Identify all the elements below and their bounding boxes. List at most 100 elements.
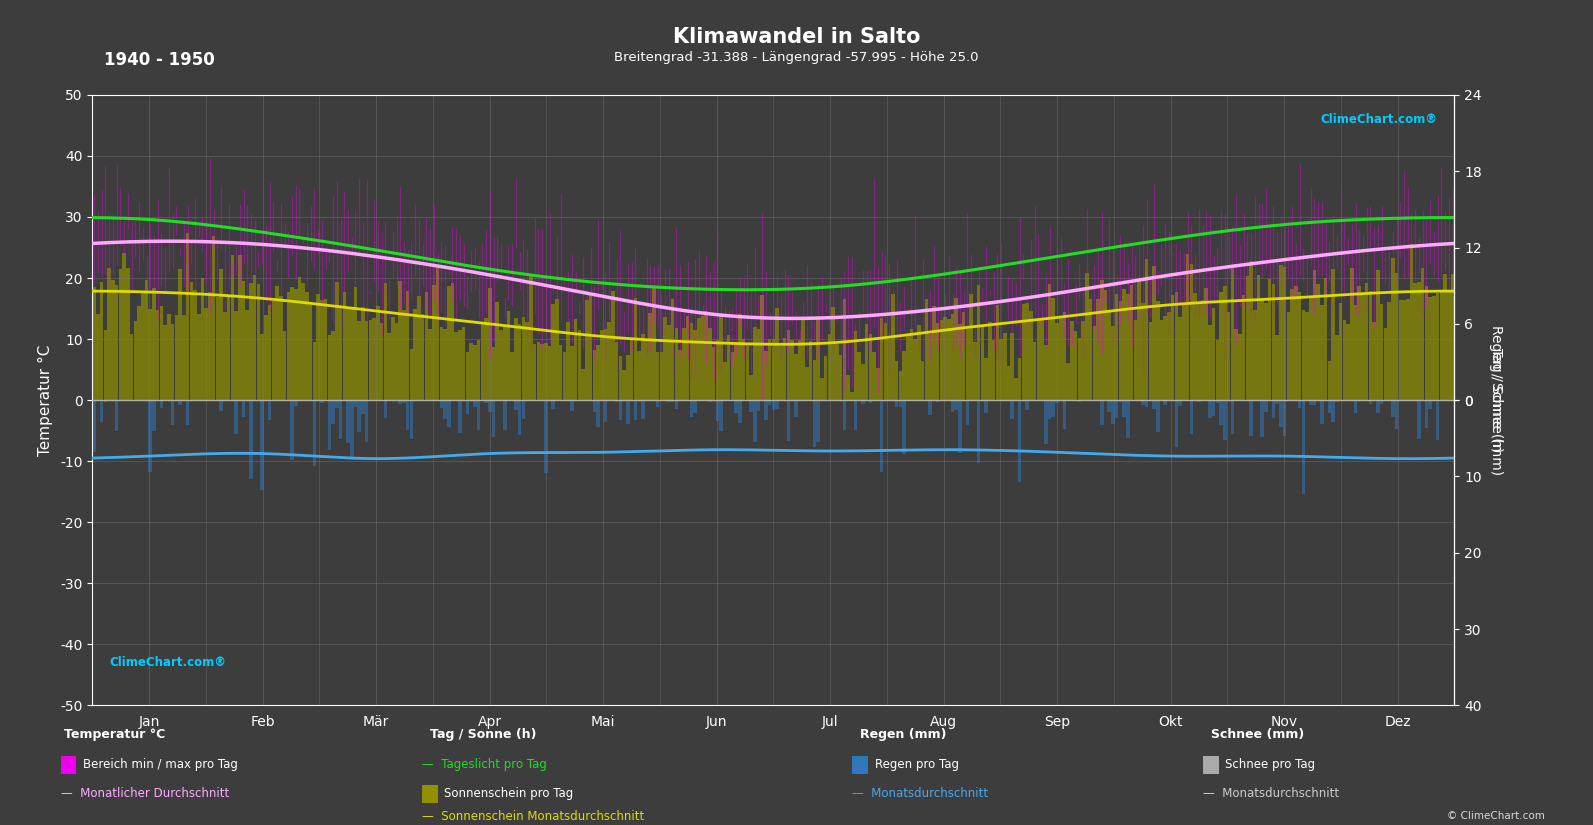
Bar [1112,326,1115,400]
Text: 1940 - 1950: 1940 - 1950 [104,51,215,69]
Bar [593,350,596,400]
Bar [264,315,268,400]
Bar [790,340,793,400]
Bar [1223,286,1227,400]
Bar [1018,358,1021,400]
Bar [145,280,148,400]
Bar [175,315,178,400]
Text: Breitengrad -31.388 - Längengrad -57.995 - Höhe 25.0: Breitengrad -31.388 - Längengrad -57.995… [615,51,978,64]
Bar [977,400,980,464]
Bar [1268,279,1271,400]
Bar [401,400,406,403]
Bar [895,400,898,407]
Bar [1451,275,1454,400]
Bar [959,323,962,400]
Text: Bereich min / max pro Tag: Bereich min / max pro Tag [83,758,237,771]
Bar [1380,304,1383,400]
Bar [350,400,354,458]
Bar [362,400,365,414]
Bar [167,314,170,400]
Bar [234,310,237,400]
Bar [215,297,220,400]
Bar [339,308,342,400]
Bar [787,330,790,400]
Bar [1196,302,1201,400]
Bar [935,400,940,402]
Bar [153,400,156,431]
Bar [518,400,521,435]
Bar [895,361,898,400]
Bar [328,400,331,450]
Bar [618,356,623,400]
Bar [1429,400,1432,408]
Bar [1301,310,1305,400]
Bar [260,400,264,490]
Bar [454,332,459,400]
Bar [406,400,409,430]
Bar [862,364,865,400]
Bar [1231,400,1235,434]
Bar [1179,317,1182,400]
Bar [757,329,760,400]
Bar [129,334,134,400]
Bar [1373,323,1376,400]
Bar [276,285,279,400]
Bar [753,400,757,442]
Bar [123,253,126,400]
Bar [738,314,742,400]
Bar [585,299,588,400]
Bar [92,400,96,452]
Bar [765,351,768,400]
Bar [1126,295,1129,400]
Bar [757,400,760,411]
Bar [615,342,618,400]
Bar [220,269,223,400]
Bar [1157,301,1160,400]
Bar [126,268,129,400]
Bar [1093,326,1096,400]
Bar [1032,342,1037,400]
Bar [503,327,507,400]
Bar [951,314,954,400]
Bar [793,400,798,417]
Bar [873,351,876,400]
Bar [1168,312,1171,400]
Bar [1290,289,1294,400]
Bar [913,339,918,400]
Bar [1004,333,1007,400]
Bar [510,352,515,400]
Bar [954,400,957,410]
Text: Sonnenschein pro Tag: Sonnenschein pro Tag [444,787,573,800]
Bar [601,330,604,400]
Bar [379,323,384,400]
Bar [981,400,984,401]
Bar [249,283,253,400]
Bar [346,400,350,443]
Bar [1413,283,1418,400]
Bar [156,309,159,400]
Bar [1182,304,1185,400]
Bar [287,292,290,400]
Bar [373,318,376,400]
Bar [1321,304,1324,400]
Bar [1335,400,1338,402]
Bar [384,284,387,400]
Bar [1115,400,1118,418]
Bar [671,400,674,402]
Text: Schnee pro Tag: Schnee pro Tag [1225,758,1316,771]
Bar [178,269,182,400]
Bar [940,320,943,400]
Bar [1238,334,1241,400]
Bar [253,276,256,400]
Bar [910,328,913,400]
Bar [674,328,679,400]
Bar [503,400,507,431]
Bar [1212,308,1215,400]
Bar [1384,328,1388,400]
Bar [115,285,118,400]
Bar [962,312,965,400]
Bar [1055,323,1059,400]
Bar [709,400,712,403]
Bar [768,400,771,405]
Bar [1249,400,1252,436]
